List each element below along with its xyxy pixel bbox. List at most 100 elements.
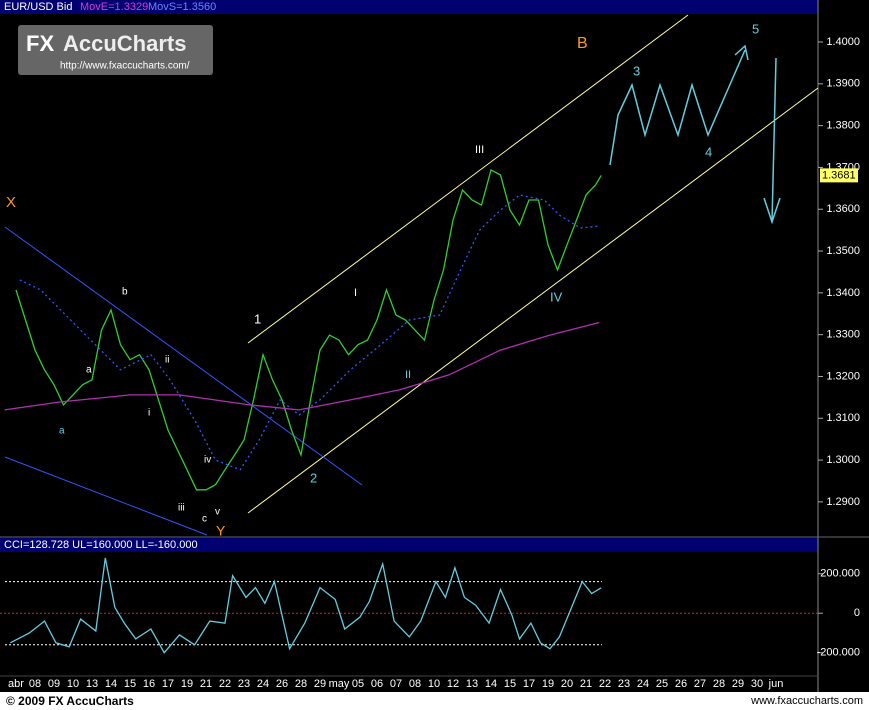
wave-label: 5 xyxy=(752,21,759,36)
wave-label: I xyxy=(354,287,357,299)
move-label: MovE=1.3329 xyxy=(80,1,148,13)
x-tick-label: 13 xyxy=(466,678,478,690)
copyright: © 2009 FX AccuCharts xyxy=(6,694,134,708)
x-tick-label: 08 xyxy=(409,678,421,690)
x-tick-label: 09 xyxy=(48,678,60,690)
wave-label: i xyxy=(148,408,150,419)
y-tick-label: 1.3200 xyxy=(826,370,860,382)
x-tick-label: 08 xyxy=(29,678,41,690)
wave-label: X xyxy=(6,194,16,211)
wave-labels: X Y B 1 2 3 4 5 I II III IV a b c i ii i… xyxy=(6,21,759,538)
x-tick-label: 14 xyxy=(485,678,497,690)
wave-label: ii xyxy=(165,355,169,366)
series-line xyxy=(19,194,600,471)
trend-line xyxy=(4,456,208,536)
channel-upper xyxy=(247,14,689,344)
x-tick-label: 23 xyxy=(238,678,250,690)
wave-label: III xyxy=(475,144,484,156)
projection-arrow xyxy=(763,197,781,225)
logo-box xyxy=(18,25,213,75)
y-tick-label: 0 xyxy=(854,607,860,619)
wave-label: iii xyxy=(178,503,185,514)
x-tick-label: 20 xyxy=(561,678,573,690)
x-tick-label: may xyxy=(329,678,350,690)
x-tick-label: 17 xyxy=(523,678,535,690)
x-tick-label: 21 xyxy=(580,678,592,690)
series-line xyxy=(10,557,602,654)
x-tick-label: 22 xyxy=(219,678,231,690)
x-tick-label: 27 xyxy=(694,678,706,690)
x-tick-label: 14 xyxy=(105,678,117,690)
x-tick-label: 12 xyxy=(447,678,459,690)
x-tick-label: 24 xyxy=(637,678,649,690)
x-tick-label: 19 xyxy=(542,678,554,690)
y-tick-label: 1.3600 xyxy=(826,203,860,215)
x-tick-label: 06 xyxy=(371,678,383,690)
projection xyxy=(771,57,777,223)
x-tick-label: 25 xyxy=(656,678,668,690)
wave-label: c xyxy=(202,514,207,525)
wave-label: B xyxy=(577,35,588,52)
x-tick-label: 28 xyxy=(713,678,725,690)
movs-label: MovS=1.3560 xyxy=(148,1,216,13)
x-tick-label: 29 xyxy=(314,678,326,690)
x-tick-label: 30 xyxy=(751,678,763,690)
x-tick-label: 21 xyxy=(200,678,212,690)
y-tick-label: -200.000 xyxy=(817,647,860,659)
x-tick-label: 17 xyxy=(162,678,174,690)
x-tick-label: 05 xyxy=(352,678,364,690)
projection xyxy=(609,49,746,166)
wave-label: 1 xyxy=(254,311,261,326)
y-tick-label: 1.3100 xyxy=(826,412,860,424)
x-tick-label: 29 xyxy=(732,678,744,690)
series-line xyxy=(4,321,600,411)
logo-brand: AccuCharts xyxy=(63,31,186,56)
header-bar xyxy=(0,0,818,14)
wave-label: IV xyxy=(550,289,563,304)
logo-fx: FX xyxy=(26,31,54,56)
trend-line xyxy=(4,226,363,486)
x-tick-label: jun xyxy=(768,678,784,690)
x-tick-label: 19 xyxy=(181,678,193,690)
wave-label: 4 xyxy=(705,144,712,159)
x-tick-label: 23 xyxy=(618,678,630,690)
x-tick-label: 28 xyxy=(295,678,307,690)
last-price-box xyxy=(820,168,858,183)
y-tick-label: 1.4000 xyxy=(826,36,860,48)
wave-label: a xyxy=(59,426,65,437)
x-tick-label: 24 xyxy=(257,678,269,690)
wave-label: 3 xyxy=(633,63,640,78)
x-tick-label: 07 xyxy=(390,678,402,690)
projection-arrow xyxy=(734,44,749,61)
x-tick-label: 22 xyxy=(599,678,611,690)
y-tick-label: 200.000 xyxy=(820,568,860,580)
background xyxy=(0,0,869,692)
y-tick-label: 1.3000 xyxy=(826,454,860,466)
x-tick-label: 15 xyxy=(504,678,516,690)
channel-lower xyxy=(247,87,819,514)
wave-label: Y xyxy=(216,523,226,539)
symbol: EUR/USD Bid xyxy=(4,1,72,13)
cci-header-bar xyxy=(0,538,818,552)
x-tick-label: 26 xyxy=(675,678,687,690)
x-tick-label: 15 xyxy=(124,678,136,690)
footer-url: www.fxaccucharts.com xyxy=(751,695,863,707)
last-price-label: 1.3681 xyxy=(822,169,856,181)
wave-label: 2 xyxy=(310,470,317,485)
logo-url: http://www.fxaccucharts.com/ xyxy=(60,61,190,72)
y-tick-label: 1.3500 xyxy=(826,245,860,257)
x-tick-label: 10 xyxy=(67,678,79,690)
x-tick-label: 26 xyxy=(276,678,288,690)
wave-label: a xyxy=(86,365,92,376)
series-line xyxy=(15,168,602,491)
chart: EUR/USD Bid MovE=1.3329 MovS=1.3560 CCI=… xyxy=(0,0,869,692)
x-tick-label: abr xyxy=(8,678,24,690)
y-tick-label: 1.3800 xyxy=(826,120,860,132)
y-tick-label: 1.3900 xyxy=(826,78,860,90)
y-tick-label: 1.3300 xyxy=(826,329,860,341)
wave-label: b xyxy=(122,287,128,298)
x-tick-label: 10 xyxy=(428,678,440,690)
wave-label: v xyxy=(215,507,220,518)
x-tick-label: 13 xyxy=(86,678,98,690)
